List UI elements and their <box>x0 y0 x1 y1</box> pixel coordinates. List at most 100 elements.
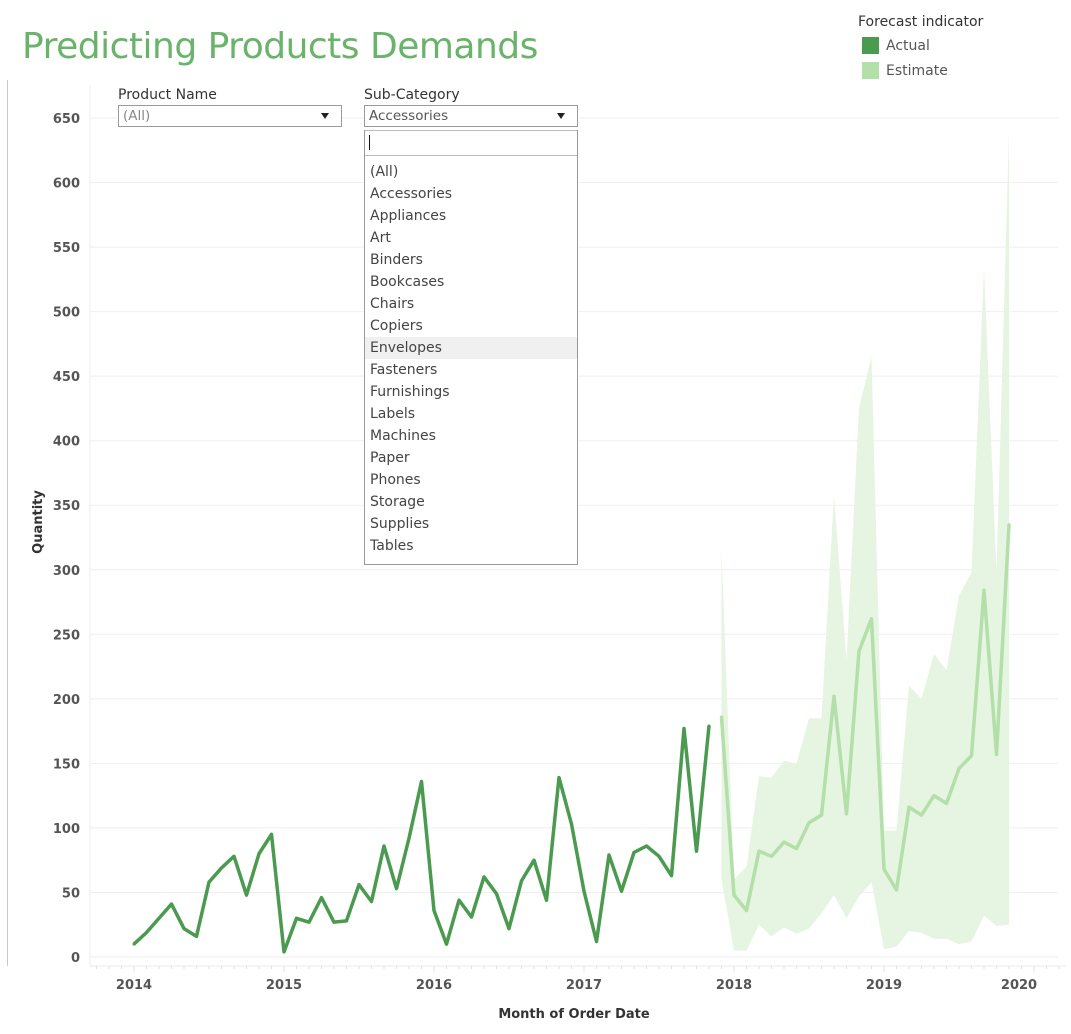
data-point-actual[interactable] <box>620 889 623 893</box>
data-point-estimate[interactable] <box>920 813 923 817</box>
sub-category-search-input[interactable] <box>365 130 577 156</box>
data-point-actual[interactable] <box>670 874 673 878</box>
data-point-estimate[interactable] <box>770 854 773 858</box>
data-point-actual[interactable] <box>420 779 423 783</box>
series-line-actual[interactable] <box>132 725 711 954</box>
data-point-actual[interactable] <box>195 934 198 938</box>
data-point-actual[interactable] <box>470 915 473 919</box>
data-point-estimate[interactable] <box>757 849 761 853</box>
data-point-estimate[interactable] <box>782 840 786 844</box>
data-point-estimate[interactable] <box>907 805 911 809</box>
option-tables[interactable]: Tables <box>370 538 414 554</box>
option-envelopes[interactable]: Envelopes <box>365 337 577 359</box>
option-machines[interactable]: Machines <box>370 428 436 444</box>
data-point-actual[interactable] <box>395 887 398 891</box>
option-paper[interactable]: Paper <box>370 450 410 466</box>
data-point-actual[interactable] <box>407 836 411 840</box>
option-all[interactable]: (All) <box>370 164 399 180</box>
sub-category-options-list: (All) Accessories Appliances Art Binders Book… <box>364 130 578 565</box>
data-point-actual[interactable] <box>145 930 148 934</box>
data-point-estimate[interactable] <box>720 715 723 719</box>
data-point-actual[interactable] <box>445 942 448 946</box>
option-storage[interactable]: Storage <box>370 494 425 510</box>
data-point-estimate[interactable] <box>957 767 961 771</box>
option-bookcases[interactable]: Bookcases <box>370 274 445 290</box>
data-point-actual[interactable] <box>382 844 386 848</box>
data-point-estimate[interactable] <box>820 813 823 817</box>
data-point-actual[interactable] <box>457 898 461 902</box>
data-point-estimate[interactable] <box>845 812 848 816</box>
data-point-actual[interactable] <box>182 927 186 931</box>
data-point-estimate[interactable] <box>870 617 873 621</box>
chevron-down-icon[interactable] <box>557 113 565 119</box>
series-line-estimate[interactable] <box>719 524 1011 913</box>
data-point-estimate[interactable] <box>995 752 998 756</box>
data-point-actual[interactable] <box>570 822 573 826</box>
data-point-estimate[interactable] <box>1007 523 1011 527</box>
data-point-estimate[interactable] <box>982 588 986 592</box>
data-point-actual[interactable] <box>632 850 636 854</box>
data-point-actual[interactable] <box>157 916 161 920</box>
data-point-actual[interactable] <box>645 844 648 848</box>
chevron-down-icon[interactable] <box>321 113 329 119</box>
data-point-actual[interactable] <box>132 942 136 946</box>
data-point-actual[interactable] <box>495 892 498 896</box>
data-point-actual[interactable] <box>257 852 261 856</box>
data-point-estimate[interactable] <box>970 754 973 758</box>
data-point-actual[interactable] <box>357 883 361 887</box>
data-point-estimate[interactable] <box>832 694 836 698</box>
option-fasteners[interactable]: Fasteners <box>370 362 438 378</box>
data-point-actual[interactable] <box>307 920 311 924</box>
data-point-actual[interactable] <box>432 909 436 913</box>
data-point-actual[interactable] <box>607 853 611 857</box>
data-point-actual[interactable] <box>295 916 298 920</box>
data-point-actual[interactable] <box>370 899 373 903</box>
option-phones[interactable]: Phones <box>370 472 421 488</box>
data-point-actual[interactable] <box>695 849 698 853</box>
data-point-actual[interactable] <box>207 880 211 884</box>
data-point-actual[interactable] <box>320 896 323 900</box>
data-point-actual[interactable] <box>582 889 586 893</box>
data-point-actual[interactable] <box>545 898 548 902</box>
data-point-actual[interactable] <box>282 950 286 954</box>
data-point-actual[interactable] <box>232 854 236 858</box>
data-point-actual[interactable] <box>507 927 511 931</box>
option-accessories[interactable]: Accessories <box>370 186 453 202</box>
data-point-actual[interactable] <box>245 893 248 897</box>
legend-item-actual[interactable]: Actual <box>858 33 983 58</box>
data-point-estimate[interactable] <box>795 847 798 851</box>
option-labels[interactable]: Labels <box>370 406 416 422</box>
data-point-actual[interactable] <box>170 902 173 906</box>
product-name-dropdown[interactable]: (All) <box>118 105 342 127</box>
option-appliances[interactable]: Appliances <box>370 208 447 224</box>
option-chairs[interactable]: Chairs <box>370 296 415 312</box>
data-point-estimate[interactable] <box>895 888 898 892</box>
data-point-actual[interactable] <box>707 724 711 728</box>
option-furnishings[interactable]: Furnishings <box>370 384 450 400</box>
data-point-estimate[interactable] <box>932 794 936 798</box>
data-point-actual[interactable] <box>345 919 348 923</box>
legend-item-estimate[interactable]: Estimate <box>858 58 983 83</box>
data-point-actual[interactable] <box>682 727 686 731</box>
data-point-estimate[interactable] <box>857 649 861 653</box>
data-point-actual[interactable] <box>557 776 561 780</box>
data-point-actual[interactable] <box>595 940 598 944</box>
data-point-actual[interactable] <box>520 879 523 883</box>
option-copiers[interactable]: Copiers <box>370 318 423 334</box>
data-point-estimate[interactable] <box>807 821 811 825</box>
data-point-actual[interactable] <box>270 832 273 836</box>
data-point-actual[interactable] <box>532 858 536 862</box>
data-point-estimate[interactable] <box>745 909 748 913</box>
data-point-actual[interactable] <box>482 875 486 879</box>
option-binders[interactable]: Binders <box>370 252 423 268</box>
data-point-actual[interactable] <box>332 920 336 924</box>
option-art[interactable]: Art <box>370 230 391 246</box>
data-point-actual[interactable] <box>220 866 223 870</box>
data-point-estimate[interactable] <box>882 867 886 871</box>
sub-category-dropdown[interactable]: Accessories <box>364 105 578 127</box>
data-point-estimate[interactable] <box>945 801 948 805</box>
data-point-estimate[interactable] <box>732 893 736 897</box>
data-point-actual[interactable] <box>657 854 661 858</box>
y-tick-label: 450 <box>53 370 80 385</box>
option-supplies[interactable]: Supplies <box>370 516 430 532</box>
